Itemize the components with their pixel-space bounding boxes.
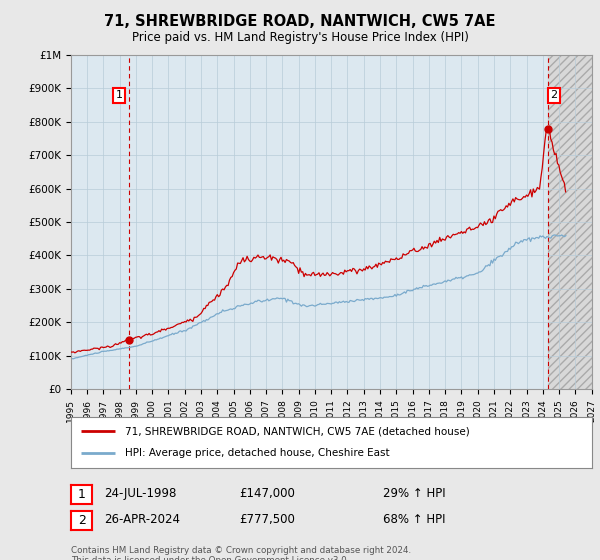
Text: 26-APR-2024: 26-APR-2024	[104, 513, 180, 526]
Text: 2: 2	[77, 514, 86, 527]
Text: 29% ↑ HPI: 29% ↑ HPI	[383, 487, 445, 501]
Text: £777,500: £777,500	[239, 513, 295, 526]
Text: 71, SHREWBRIDGE ROAD, NANTWICH, CW5 7AE: 71, SHREWBRIDGE ROAD, NANTWICH, CW5 7AE	[104, 14, 496, 29]
Text: HPI: Average price, detached house, Cheshire East: HPI: Average price, detached house, Ches…	[125, 449, 390, 459]
Text: 71, SHREWBRIDGE ROAD, NANTWICH, CW5 7AE (detached house): 71, SHREWBRIDGE ROAD, NANTWICH, CW5 7AE …	[125, 426, 470, 436]
Text: 2: 2	[550, 90, 557, 100]
Bar	[548, 55, 592, 389]
Text: 1: 1	[116, 90, 123, 100]
Text: 1: 1	[77, 488, 86, 501]
Bar	[548, 55, 592, 389]
Text: £147,000: £147,000	[239, 487, 295, 501]
Text: Contains HM Land Registry data © Crown copyright and database right 2024.
This d: Contains HM Land Registry data © Crown c…	[71, 546, 411, 560]
Text: Price paid vs. HM Land Registry's House Price Index (HPI): Price paid vs. HM Land Registry's House …	[131, 31, 469, 44]
Text: 68% ↑ HPI: 68% ↑ HPI	[383, 513, 445, 526]
Text: 24-JUL-1998: 24-JUL-1998	[104, 487, 176, 501]
